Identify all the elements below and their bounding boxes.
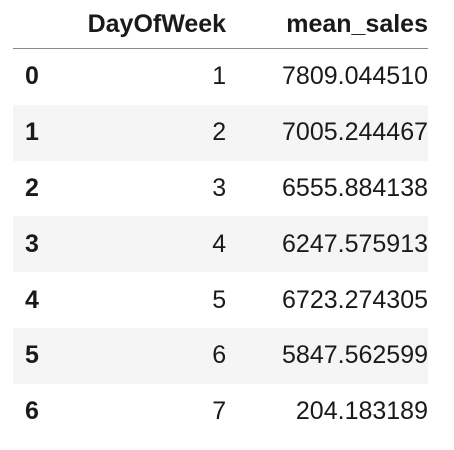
mean-sales-cell: 7005.244467 xyxy=(282,118,428,147)
dataframe-table: DayOfWeek mean_sales 0 1 7809.044510 1 2… xyxy=(13,0,428,440)
row-index: 6 xyxy=(25,397,39,426)
table-row: 3 4 6247.575913 xyxy=(13,216,428,273)
row-index: 5 xyxy=(25,341,39,370)
table-row: 0 1 7809.044510 xyxy=(13,48,428,105)
dayofweek-cell: 7 xyxy=(212,397,227,426)
mean-sales-column-header: mean_sales xyxy=(232,0,428,49)
mean-sales-cell: 6555.884138 xyxy=(282,173,428,202)
index-column-header xyxy=(13,0,78,49)
dayofweek-cell: 2 xyxy=(212,118,227,147)
row-index: 3 xyxy=(25,229,39,258)
dayofweek-cell: 3 xyxy=(212,173,227,202)
row-index: 1 xyxy=(25,118,39,147)
dayofweek-cell: 4 xyxy=(212,229,227,258)
row-index: 2 xyxy=(25,173,39,202)
dayofweek-cell: 5 xyxy=(212,285,227,314)
table-row: 4 5 6723.274305 xyxy=(13,272,428,328)
table-header-row: DayOfWeek mean_sales xyxy=(13,0,428,49)
row-index: 4 xyxy=(25,285,39,314)
dayofweek-cell: 6 xyxy=(212,341,227,370)
table-row: 6 7 204.183189 xyxy=(13,383,428,440)
mean-sales-cell: 6247.575913 xyxy=(282,229,428,258)
mean-sales-cell: 6723.274305 xyxy=(282,285,428,314)
table-row: 5 6 5847.562599 xyxy=(13,327,428,384)
mean-sales-cell: 5847.562599 xyxy=(282,341,428,370)
dayofweek-cell: 1 xyxy=(212,62,227,91)
dayofweek-column-header: DayOfWeek xyxy=(77,0,233,49)
row-index: 0 xyxy=(25,62,39,91)
table-row: 1 2 7005.244467 xyxy=(13,104,428,161)
mean-sales-cell: 7809.044510 xyxy=(282,62,428,91)
table-row: 2 3 6555.884138 xyxy=(13,160,428,217)
mean-sales-cell: 204.183189 xyxy=(295,397,428,426)
